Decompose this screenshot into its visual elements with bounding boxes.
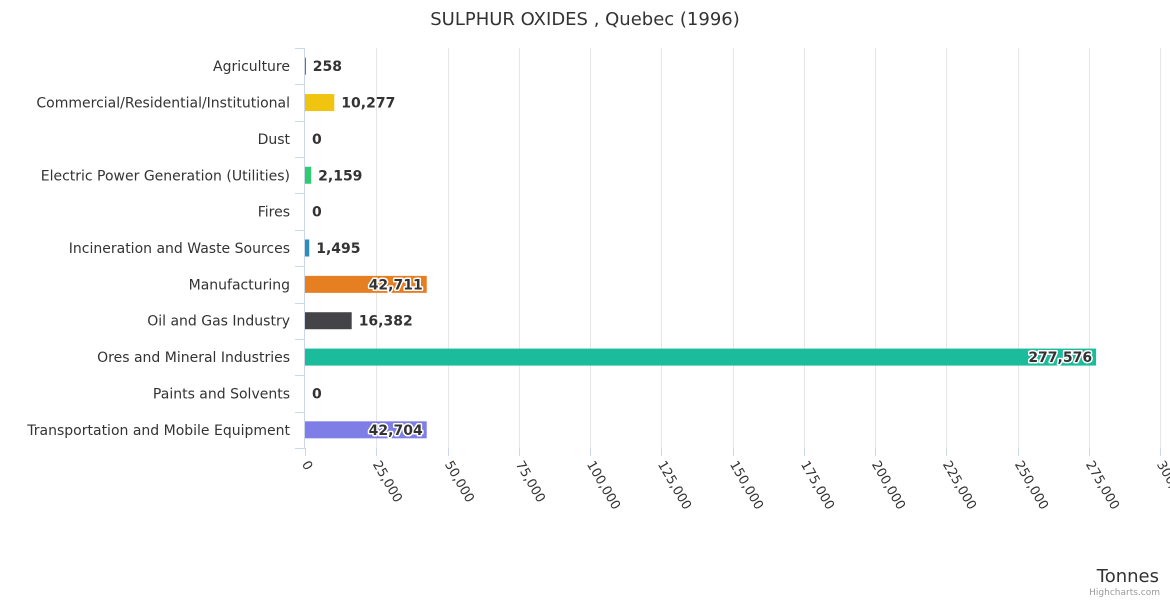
category-label: Fires <box>258 205 290 221</box>
data-label: 42,704 <box>369 423 423 439</box>
value-axis-title: Tonnes <box>1096 566 1159 587</box>
bar[interactable] <box>305 166 312 184</box>
category-label: Dust <box>258 132 291 148</box>
category-label: Manufacturing <box>189 277 290 293</box>
data-label: 0 <box>312 132 322 148</box>
data-label: 10,277 <box>341 96 395 112</box>
category-label: Commercial/Residential/Institutional <box>36 96 290 112</box>
bar[interactable] <box>305 57 306 75</box>
bar[interactable] <box>305 239 310 257</box>
data-label: 2,159 <box>318 168 362 184</box>
bar[interactable] <box>305 312 352 330</box>
data-label: 16,382 <box>359 314 413 330</box>
category-label: Oil and Gas Industry <box>147 314 290 330</box>
chart-title: SULPHUR OXIDES , Quebec (1996) <box>430 9 740 30</box>
category-label: Ores and Mineral Industries <box>97 350 290 366</box>
bar[interactable] <box>305 275 427 293</box>
bar[interactable] <box>305 421 427 439</box>
data-label: 42,711 <box>369 277 423 293</box>
category-label: Incineration and Waste Sources <box>69 241 290 257</box>
category-label: Transportation and Mobile Equipment <box>26 423 290 439</box>
bar[interactable] <box>305 94 335 112</box>
data-label: 0 <box>312 205 322 221</box>
category-label: Paints and Solvents <box>153 386 290 402</box>
data-label: 277,576 <box>1028 350 1092 366</box>
data-label: 1,495 <box>316 241 360 257</box>
data-label: 258 <box>313 59 342 75</box>
category-label: Electric Power Generation (Utilities) <box>41 168 290 184</box>
credits-link[interactable]: Highcharts.com <box>1089 588 1160 598</box>
data-label: 0 <box>312 386 322 402</box>
bar[interactable] <box>305 348 1097 366</box>
category-label: Agriculture <box>213 59 290 75</box>
